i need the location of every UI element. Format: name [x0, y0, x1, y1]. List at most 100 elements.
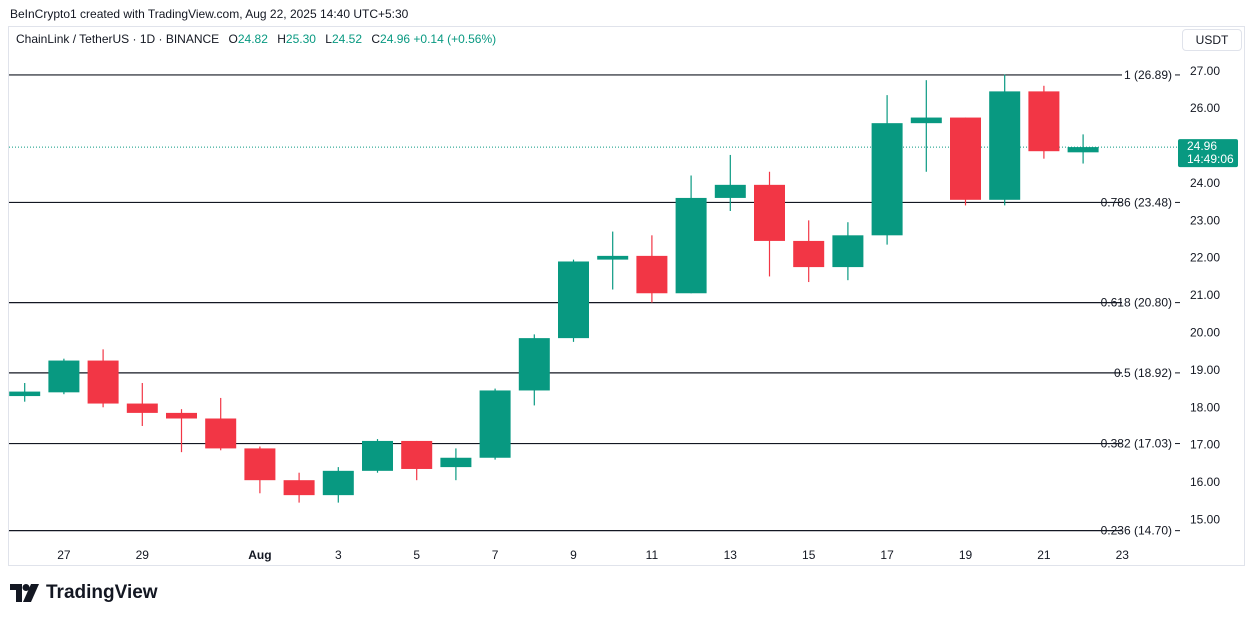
- candle-body: [48, 360, 80, 393]
- candle-body: [205, 418, 237, 449]
- low-key: L: [325, 32, 332, 46]
- x-tick-label: 15: [802, 548, 816, 562]
- candle[interactable]: [479, 388, 511, 460]
- y-tick-label: 18.00: [1190, 400, 1220, 414]
- candle[interactable]: [205, 397, 237, 451]
- brand-name: TradingView: [46, 582, 158, 603]
- candle-body: [518, 338, 550, 391]
- close-key: C: [371, 32, 381, 46]
- candle-body: [754, 184, 785, 241]
- candle[interactable]: [558, 259, 589, 342]
- x-tick-label: 21: [1037, 548, 1051, 562]
- candle[interactable]: [166, 409, 197, 453]
- candle[interactable]: [87, 349, 119, 408]
- bar-countdown-label: 14:49:06: [1187, 152, 1234, 166]
- x-tick-label: 19: [959, 548, 973, 562]
- y-tick-label: 21.00: [1190, 288, 1220, 302]
- candle-body: [322, 470, 354, 496]
- candle-body: [597, 255, 629, 260]
- last-price-label: 24.96: [1187, 139, 1217, 153]
- candle-body: [793, 240, 825, 268]
- y-tick-label: 27.00: [1190, 64, 1220, 78]
- candle[interactable]: [283, 472, 315, 503]
- candle-body: [9, 391, 41, 397]
- candle-body: [244, 448, 276, 481]
- candle-body: [910, 117, 942, 124]
- candle-body: [1028, 91, 1060, 152]
- candle[interactable]: [126, 382, 158, 426]
- y-tick-label: 15.00: [1190, 512, 1220, 526]
- x-tick-label: 29: [136, 548, 150, 562]
- candle[interactable]: [362, 439, 393, 473]
- y-tick-label: 22.00: [1190, 251, 1220, 265]
- candle-body: [362, 440, 393, 471]
- fib-level-label: 0.382 (17.03): [1101, 437, 1172, 451]
- x-tick-label: 3: [335, 548, 342, 562]
- last-price-tag: 24.96 14:49:06: [1178, 139, 1238, 168]
- fib-level-label: 0.236 (14.70): [1101, 524, 1172, 538]
- candle[interactable]: [793, 220, 825, 283]
- tradingview-logo[interactable]: TradingView: [10, 582, 158, 604]
- open-value: 24.82: [237, 32, 268, 46]
- x-tick-label: 27: [57, 548, 71, 562]
- candle-body: [714, 184, 746, 198]
- candle-body: [401, 440, 433, 469]
- candle[interactable]: [322, 467, 354, 503]
- candle[interactable]: [832, 222, 864, 281]
- symbol-legend: ChainLink / TetherUS · 1D · BINANCE O24.…: [16, 32, 496, 46]
- candle[interactable]: [714, 154, 746, 212]
- candle-body: [950, 117, 981, 200]
- candle-body: [126, 403, 158, 413]
- candle[interactable]: [636, 235, 668, 303]
- fib-level-label: 0.5 (18.92): [1114, 366, 1172, 380]
- fib-level-label: 0.618 (20.80): [1101, 296, 1172, 310]
- candle[interactable]: [597, 231, 629, 290]
- symbol-title[interactable]: ChainLink / TetherUS · 1D · BINANCE: [16, 32, 220, 46]
- candle[interactable]: [518, 334, 550, 406]
- candle[interactable]: [9, 382, 41, 402]
- chart-frame: [8, 26, 1245, 566]
- currency-button[interactable]: USDT: [1182, 29, 1242, 51]
- candle-body: [558, 261, 589, 339]
- open-key: O: [228, 32, 238, 46]
- candle[interactable]: [1067, 134, 1099, 164]
- x-tick-label: 9: [570, 548, 577, 562]
- candle-body: [989, 91, 1021, 200]
- y-tick-label: 16.00: [1190, 475, 1220, 489]
- candle[interactable]: [989, 74, 1021, 206]
- tradingview-logo-icon: [10, 584, 39, 602]
- candle-body: [87, 360, 119, 404]
- candle-body: [675, 197, 707, 294]
- candle[interactable]: [675, 175, 707, 294]
- x-tick-label: 5: [413, 548, 420, 562]
- y-tick-label: 24.00: [1190, 176, 1220, 190]
- candle-body: [440, 457, 472, 468]
- candle-body: [832, 235, 864, 268]
- x-tick-label: Aug: [248, 548, 271, 562]
- change-value: +0.14 (+0.56%): [413, 32, 497, 46]
- x-tick-label: 7: [492, 548, 499, 562]
- y-tick-label: 20.00: [1190, 326, 1220, 340]
- candle[interactable]: [440, 448, 472, 481]
- fib-level-label: 0.786 (23.48): [1101, 195, 1172, 209]
- y-tick-label: 23.00: [1190, 213, 1220, 227]
- candle[interactable]: [244, 446, 276, 494]
- high-value: 25.30: [285, 32, 316, 46]
- fib-level-label: 1 (26.89): [1124, 68, 1172, 82]
- candle[interactable]: [950, 117, 981, 206]
- candle[interactable]: [754, 171, 785, 277]
- candle-body: [871, 123, 903, 236]
- candle[interactable]: [48, 358, 80, 395]
- low-value: 24.52: [331, 32, 363, 46]
- y-tick-label: 17.00: [1190, 438, 1220, 452]
- candle[interactable]: [1028, 85, 1060, 159]
- candle-body: [636, 255, 668, 294]
- x-tick-label: 13: [724, 548, 738, 562]
- candle[interactable]: [910, 80, 942, 172]
- candle[interactable]: [871, 95, 903, 245]
- candle-body: [1067, 147, 1099, 153]
- candle-body: [283, 480, 315, 496]
- candle[interactable]: [401, 440, 433, 481]
- x-tick-label: 17: [880, 548, 894, 562]
